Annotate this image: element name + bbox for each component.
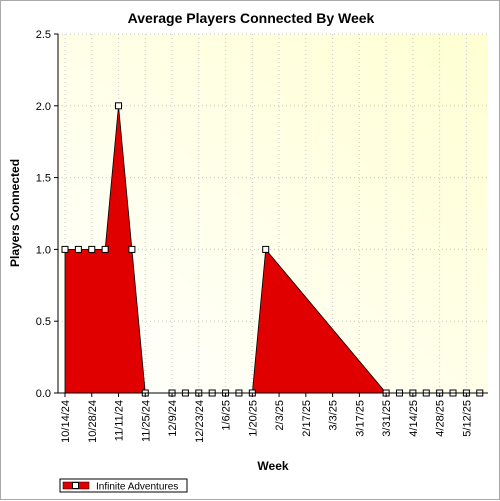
x-tick-label: 12/9/24 (167, 400, 179, 437)
y-tick-label: 2.0 (36, 101, 51, 113)
data-point-marker (262, 245, 270, 253)
legend-label: Infinite Adventures (96, 482, 178, 493)
x-tick-label: 4/14/25 (408, 400, 420, 437)
x-tick-label: 1/6/25 (221, 400, 233, 431)
x-tick-label: 3/31/25 (381, 400, 393, 437)
data-point-marker (115, 102, 123, 110)
data-point-marker (88, 245, 96, 253)
x-tick-label: 2/3/25 (274, 400, 286, 431)
y-tick-label: 2.5 (36, 29, 51, 41)
y-tick-label: 1.0 (36, 244, 51, 256)
y-tick-label: 0.0 (36, 388, 51, 400)
y-tick-label: 1.5 (36, 173, 51, 185)
y-tick-label: 0.5 (36, 316, 51, 328)
x-tick-label: 10/14/24 (60, 400, 72, 443)
x-tick-label: 3/17/25 (354, 400, 366, 437)
data-point-marker (74, 245, 82, 253)
x-tick-label: 4/28/25 (435, 400, 447, 437)
x-axis-label: Week (257, 459, 288, 473)
legend-box (59, 478, 188, 493)
x-tick-label: 10/28/24 (87, 400, 99, 443)
data-point-marker (101, 245, 109, 253)
legend: Infinite Adventures (59, 478, 188, 493)
chart-title: Average Players Connected By Week (128, 10, 375, 26)
x-ticks: 10/14/24 10/28/24 11/11/24 11/25/24 12/9/24 1… (60, 393, 473, 443)
x-tick-label: 11/11/24 (114, 400, 126, 441)
x-tick-label: 2/17/25 (301, 400, 313, 437)
x-tick-label: 5/12/25 (461, 400, 473, 437)
y-axis-label: Players Connected (8, 159, 22, 267)
x-tick-label: 1/20/25 (247, 400, 259, 437)
legend-marker (72, 482, 79, 489)
x-tick-label: 3/3/25 (328, 400, 340, 431)
x-tick-label: 11/25/24 (140, 400, 152, 442)
data-point-marker (61, 245, 69, 253)
data-point-marker (128, 245, 136, 253)
x-tick-label: 12/23/24 (194, 400, 206, 443)
y-ticks: 0.0 0.5 1.0 1.5 2.0 2.5 (36, 29, 58, 400)
